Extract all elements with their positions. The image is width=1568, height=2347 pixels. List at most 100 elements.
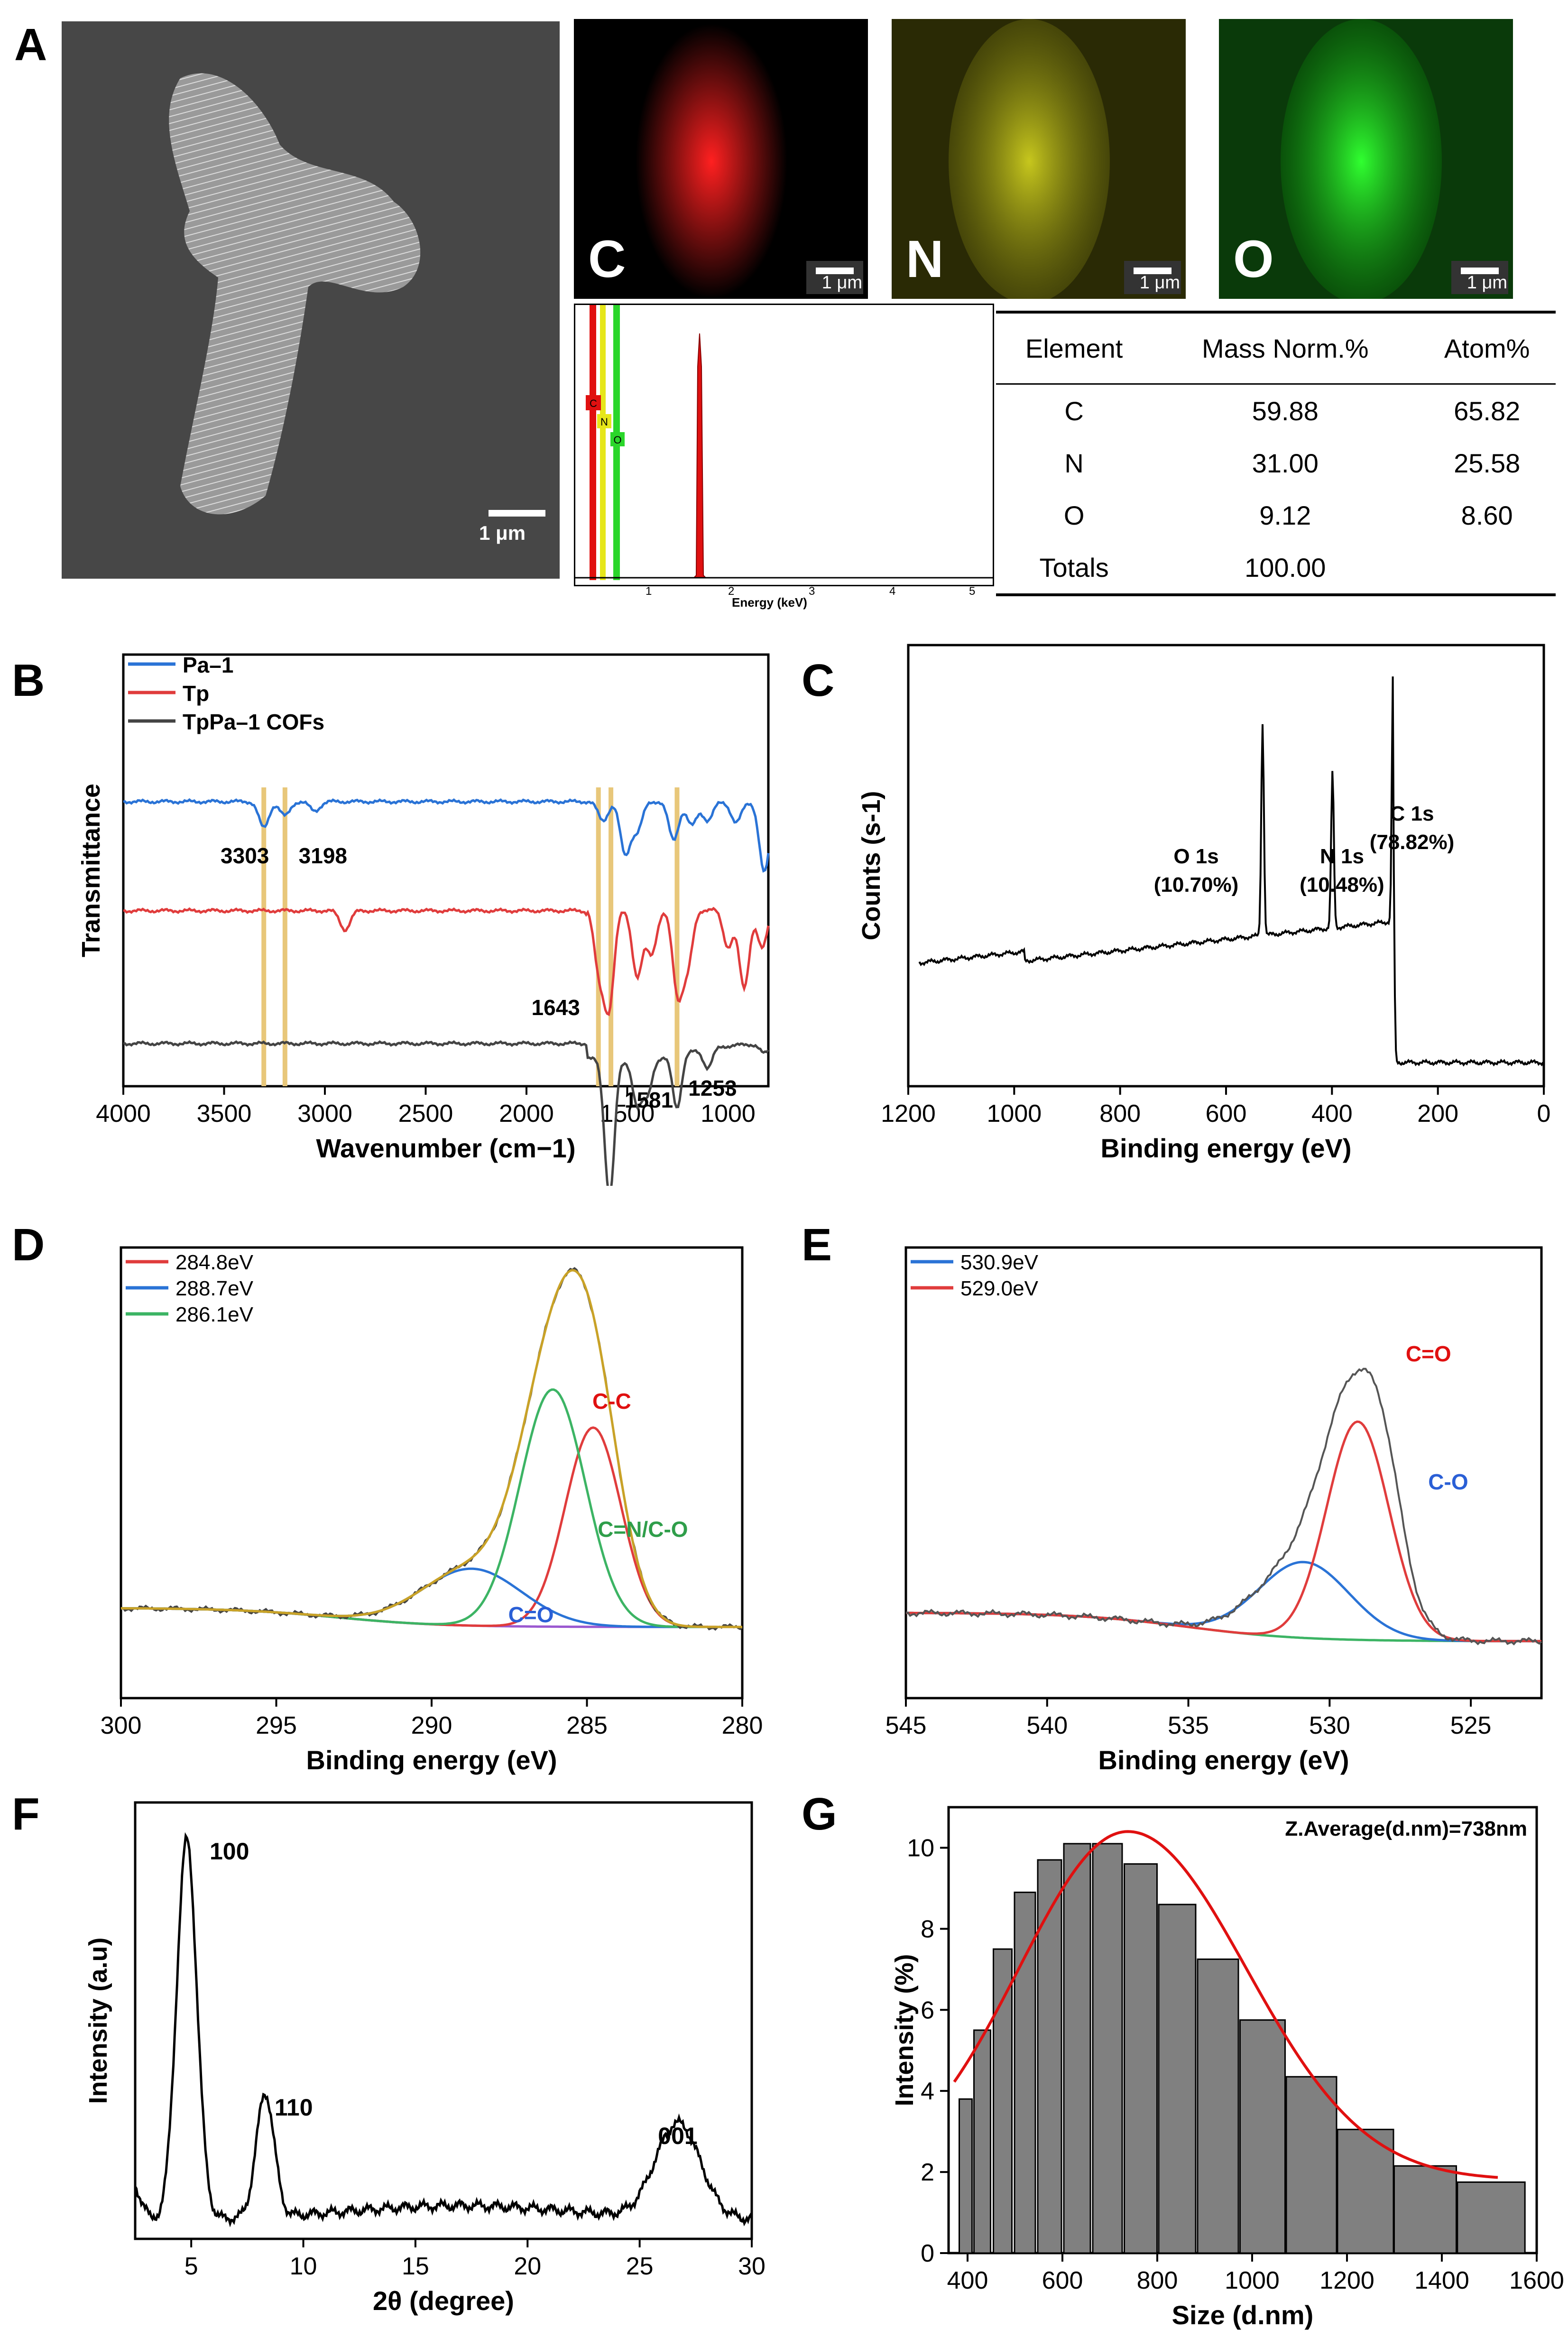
raw-line [905, 1368, 1542, 1645]
eds-axis: 1 2 3 4 5 Energy (keV) [575, 585, 993, 613]
guide-line [609, 787, 614, 1086]
peak-percent: (10.48%) [1300, 873, 1384, 896]
series-line-0 [123, 798, 770, 873]
histogram-bar [1124, 1863, 1158, 2254]
eds-marker-n: N [600, 416, 608, 428]
table-cell: 100.00 [1152, 541, 1419, 596]
chart-e-o1s: 545 540 535 530 525 Binding energy (eV) 530.9e… [885, 1246, 1543, 1775]
envelope-line [121, 1269, 742, 1628]
x-tick-label: 400 [1311, 1100, 1353, 1127]
map-o-signal [1219, 19, 1513, 299]
y-tick-label: 4 [921, 2078, 934, 2105]
peak-label: O 1s [1173, 845, 1218, 868]
x-tick-label: 540 [1026, 1712, 1068, 1739]
histogram-bar [1457, 2181, 1526, 2254]
table-cell: 25.58 [1454, 448, 1521, 478]
x-tick-label: 15 [402, 2253, 429, 2280]
legend-label: TpPa–1 COFs [183, 710, 324, 734]
guide-line [596, 787, 601, 1086]
annotation-label: C=O [508, 1602, 554, 1627]
chart-g-dls: 400 600 800 1000 1200 1400 1600 Size (d.nm) Inte… [890, 1806, 1564, 2330]
element-map-o: O 1 μm [1219, 19, 1513, 299]
x-axis-label: Binding energy (eV) [1098, 1745, 1349, 1775]
annotation-label: 3303 [221, 843, 269, 868]
histogram-bar [1158, 1903, 1197, 2254]
peak-percent: (78.82%) [1370, 831, 1455, 854]
table-cell [1418, 541, 1556, 596]
table-cell: 8.60 [1461, 500, 1513, 530]
table-cell: 31.00 [1252, 448, 1319, 478]
panel-label-c: C [802, 655, 835, 706]
x-tick-label: 295 [256, 1712, 297, 1739]
x-tick-label: 280 [722, 1712, 763, 1739]
x-tick-label: 400 [947, 2267, 988, 2294]
guide-line [674, 787, 680, 1086]
eds-xlabel: Energy (keV) [732, 595, 807, 610]
eds-plot: C N O [575, 305, 993, 580]
y-tick-label: 6 [921, 1996, 934, 2024]
annotation-label: 1253 [688, 1076, 737, 1100]
table-cell: O [1063, 500, 1085, 530]
x-tick-label: 600 [1042, 2267, 1083, 2294]
x-tick-label: 10 [290, 2253, 317, 2280]
x-tick-label: 5 [184, 2253, 198, 2280]
legend-label: Pa–1 [183, 653, 233, 677]
legend-label: 284.8eV [175, 1251, 254, 1274]
histogram-bar [1092, 1843, 1123, 2254]
eds-peak [692, 333, 707, 578]
panel-label-f: F [12, 1789, 40, 1839]
histogram-bar [959, 2098, 973, 2254]
component-2 [121, 1388, 742, 1628]
map-c-letter: C [588, 230, 626, 288]
x-tick-label: 0 [1537, 1100, 1551, 1127]
x-tick-label: 1000 [1225, 2267, 1280, 2294]
sem-scale-label: 1 μm [479, 522, 526, 544]
x-tick-label: 525 [1450, 1712, 1492, 1739]
annotation-label: C=N/C-O [598, 1517, 688, 1542]
panel-label-e: E [802, 1220, 832, 1270]
table-cell: 65.82 [1454, 396, 1521, 426]
table-header: Element [996, 311, 1153, 385]
map-o-letter: O [1233, 230, 1274, 288]
series-line-2 [123, 1040, 769, 1186]
x-tick-label: 2000 [499, 1100, 554, 1127]
sem-particle [169, 73, 421, 515]
y-tick-label: 2 [921, 2159, 934, 2186]
survey-line [918, 676, 1544, 1067]
y-axis-label: Counts (s-1) [857, 791, 885, 941]
y-tick-label: 0 [921, 2240, 934, 2267]
histogram-bar [973, 2029, 991, 2254]
x-tick-label: 20 [514, 2253, 541, 2280]
fit-curve [953, 1830, 1498, 2179]
peak-percent: (10.70%) [1154, 873, 1239, 896]
x-axis-label: Wavenumber (cm−1) [316, 1133, 575, 1163]
x-tick-label: 1000 [987, 1100, 1042, 1127]
map-n-letter: N [906, 230, 944, 288]
sem-image: 1 μm [62, 21, 560, 579]
histogram-bar [1239, 2019, 1286, 2254]
histogram-bar [1393, 2165, 1457, 2254]
table-cell: 59.88 [1252, 396, 1319, 426]
peak-label: 100 [210, 1838, 249, 1865]
map-n-scale: 1 μm [1139, 273, 1180, 293]
chart-c-xps-survey: 1200 1000 800 600 400 200 0 Binding energy (eV)… [857, 644, 1551, 1163]
legend-label: Tp [183, 681, 209, 706]
table-header: Mass Norm.% [1152, 311, 1419, 385]
x-tick-label: 4000 [96, 1100, 151, 1127]
annotation-label: C=O [1406, 1341, 1451, 1366]
x-tick-label: 285 [566, 1712, 608, 1739]
histogram-bar [1197, 1958, 1239, 2254]
plot-frame [904, 1246, 1543, 1700]
y-tick-label: 8 [921, 1915, 934, 1943]
legend-label: 288.7eV [175, 1277, 254, 1300]
eds-marker-c: C [590, 397, 597, 409]
annotation-label: 1643 [532, 995, 580, 1020]
panel-label-d: D [12, 1220, 45, 1270]
x-axis-label: Binding energy (eV) [1101, 1133, 1352, 1163]
z-average-annotation: Z.Average(d.nm)=738nm [1285, 1817, 1527, 1840]
peak-label: 110 [275, 2094, 313, 2121]
x-tick-label: 545 [885, 1712, 927, 1739]
component-0 [906, 1561, 1541, 1643]
panel-label-g: G [802, 1789, 837, 1839]
sem-micrograph [62, 21, 560, 579]
